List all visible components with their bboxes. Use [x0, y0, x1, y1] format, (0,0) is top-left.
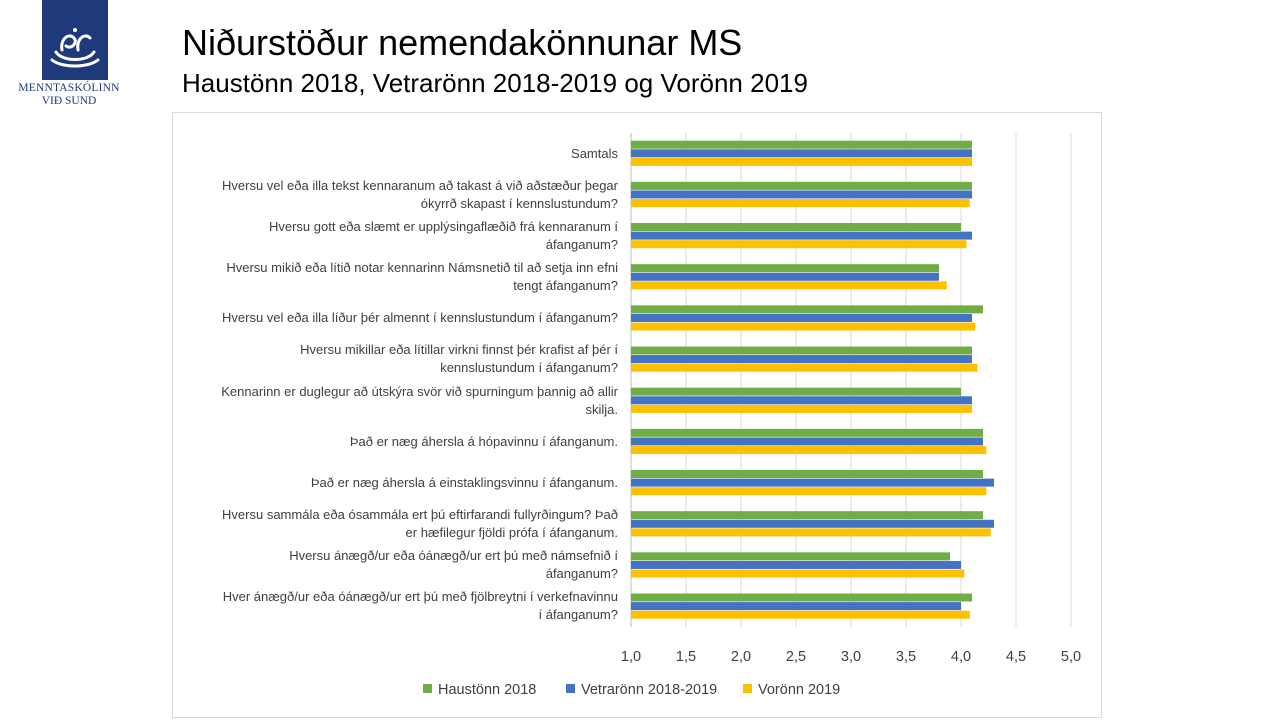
- x-tick-label: 2,0: [731, 649, 751, 665]
- bar-vetur-2018-2019: [631, 396, 972, 405]
- bar-vetur-2018-2019: [631, 478, 994, 487]
- legend-item: Vorönn 2019: [743, 682, 840, 698]
- category-label: Hversu ánægð/ur eða óánægð/ur ert þú með…: [178, 547, 618, 583]
- bar-vor-2019: [631, 528, 991, 537]
- bar-haust-2018: [631, 470, 983, 479]
- category-label-line: í áfanganum?: [538, 607, 618, 623]
- legend-label: Vetrarönn 2018-2019: [581, 682, 718, 698]
- category-label: Kennarinn er duglegur að útskýra svör vi…: [178, 383, 618, 419]
- category-label-line: Hversu mikillar eða lítillar virkni finn…: [300, 342, 618, 358]
- bar-haust-2018: [631, 428, 983, 437]
- bar-haust-2018: [631, 346, 972, 355]
- x-tick-label: 3,0: [841, 649, 861, 665]
- bar-haust-2018: [631, 181, 972, 190]
- x-tick-label: 3,5: [896, 649, 916, 665]
- bar-vor-2019: [631, 199, 970, 208]
- category-label: Samtals: [178, 145, 618, 163]
- category-label-line: Hversu ánægð/ur eða óánægð/ur ert þú með…: [289, 548, 618, 564]
- bar-vetur-2018-2019: [631, 519, 994, 528]
- bar-vetur-2018-2019: [631, 355, 972, 364]
- bar-vor-2019: [631, 404, 972, 413]
- bar-vetur-2018-2019: [631, 190, 972, 199]
- bar-vor-2019: [631, 157, 972, 166]
- category-label-line: Það er næg áhersla á einstaklingsvinnu í…: [310, 474, 618, 490]
- x-tick-label: 5,0: [1061, 649, 1081, 665]
- page-title: Niðurstöður nemendakönnunar MS: [182, 22, 743, 63]
- category-label: Það er næg áhersla á einstaklingsvinnu í…: [178, 474, 618, 492]
- category-label-line: Það er næg áhersla á hópavinnu í áfangan…: [349, 433, 618, 449]
- bar-vor-2019: [631, 363, 978, 372]
- bar-vetur-2018-2019: [631, 231, 972, 240]
- bar-haust-2018: [631, 511, 983, 520]
- category-label-line: Hversu sammála eða ósammála ert þú eftir…: [222, 507, 618, 523]
- category-label-line: Hversu gott eða slæmt er upplýsingaflæði…: [268, 218, 618, 234]
- bar-haust-2018: [631, 552, 950, 561]
- chart-legend: Haustönn 2018 Vetrarönn 2018-2019 Vorönn 2…: [0, 682, 1280, 702]
- bar-vetur-2018-2019: [631, 313, 972, 322]
- bar-vor-2019: [631, 610, 970, 619]
- bar-vetur-2018-2019: [631, 560, 961, 569]
- bar-vor-2019: [631, 281, 947, 290]
- category-label: Hversu vel eða illa líður þér almennt í …: [178, 309, 618, 327]
- x-tick-label: 4,0: [951, 649, 971, 665]
- bar-vor-2019: [631, 446, 987, 455]
- school-logo: MENNTASKÓLINN VIÐ SUND: [14, 0, 124, 110]
- category-label-line: Hver ánægð/ur eða óánægð/ur ert þú með f…: [222, 589, 618, 605]
- category-label: Hversu gott eða slæmt er upplýsingaflæði…: [178, 218, 618, 254]
- category-label: Hversu vel eða illa tekst kennaranum að …: [178, 177, 618, 213]
- legend-swatch: [743, 684, 752, 693]
- x-tick-label: 2,5: [786, 649, 806, 665]
- bar-vor-2019: [631, 487, 987, 496]
- category-label-line: Hversu vel eða illa líður þér almennt í …: [222, 310, 618, 326]
- bar-vetur-2018-2019: [631, 149, 972, 158]
- bar-haust-2018: [631, 223, 961, 232]
- category-label-line: skilja.: [585, 401, 618, 417]
- bar-haust-2018: [631, 387, 961, 396]
- bar-haust-2018: [631, 264, 939, 273]
- x-tick-label: 4,5: [1006, 649, 1026, 665]
- category-label-line: áfanganum?: [545, 566, 618, 582]
- legend-item: Haustönn 2018: [423, 682, 536, 698]
- category-label: Hversu mikillar eða lítillar virkni finn…: [178, 341, 618, 377]
- category-label: Hversu sammála eða ósammála ert þú eftir…: [178, 506, 618, 542]
- x-tick-label: 1,5: [676, 649, 696, 665]
- page-subtitle: Haustönn 2018, Vetrarönn 2018-2019 og Vo…: [182, 68, 808, 98]
- bar-haust-2018: [631, 305, 983, 314]
- category-label: Hversu mikið eða lítið notar kennarinn N…: [178, 259, 618, 295]
- category-label-line: tengt áfanganum?: [513, 278, 618, 294]
- bar-vetur-2018-2019: [631, 272, 939, 281]
- x-tick-label: 1,0: [621, 649, 641, 665]
- category-label-line: ókyrrð skapast í kennslustundum?: [420, 195, 618, 211]
- legend-swatch: [423, 684, 432, 693]
- category-label-line: áfanganum?: [545, 236, 618, 252]
- category-label-line: Hversu mikið eða lítið notar kennarinn N…: [226, 260, 618, 276]
- category-label-line: er hæfilegur fjöldi prófa í áfanganum.: [405, 525, 618, 541]
- category-label: Það er næg áhersla á hópavinnu í áfangan…: [178, 433, 618, 451]
- legend-label: Vorönn 2019: [758, 682, 841, 698]
- category-label-line: Kennarinn er duglegur að útskýra svör vi…: [221, 383, 618, 399]
- category-label-line: Samtals: [571, 145, 618, 161]
- category-label-line: kennslustundum í áfanganum?: [440, 360, 618, 376]
- bar-vor-2019: [631, 322, 976, 331]
- legend-item: Vetrarönn 2018-2019: [566, 682, 717, 698]
- bar-haust-2018: [631, 593, 972, 602]
- bar-vetur-2018-2019: [631, 437, 983, 446]
- legend-label: Haustönn 2018: [438, 682, 537, 698]
- bar-haust-2018: [631, 140, 972, 149]
- bar-vetur-2018-2019: [631, 602, 961, 611]
- swan-logo-icon: [42, 0, 108, 80]
- legend-swatch: [566, 684, 575, 693]
- logo-text-line1: MENNTASKÓLINN: [18, 82, 120, 94]
- logo-text-line2: VIÐ SUND: [41, 95, 97, 107]
- bar-vor-2019: [631, 240, 967, 249]
- category-label: Hver ánægð/ur eða óánægð/ur ert þú með f…: [178, 588, 618, 624]
- category-label-line: Hversu vel eða illa tekst kennaranum að …: [222, 177, 618, 193]
- bar-vor-2019: [631, 569, 965, 578]
